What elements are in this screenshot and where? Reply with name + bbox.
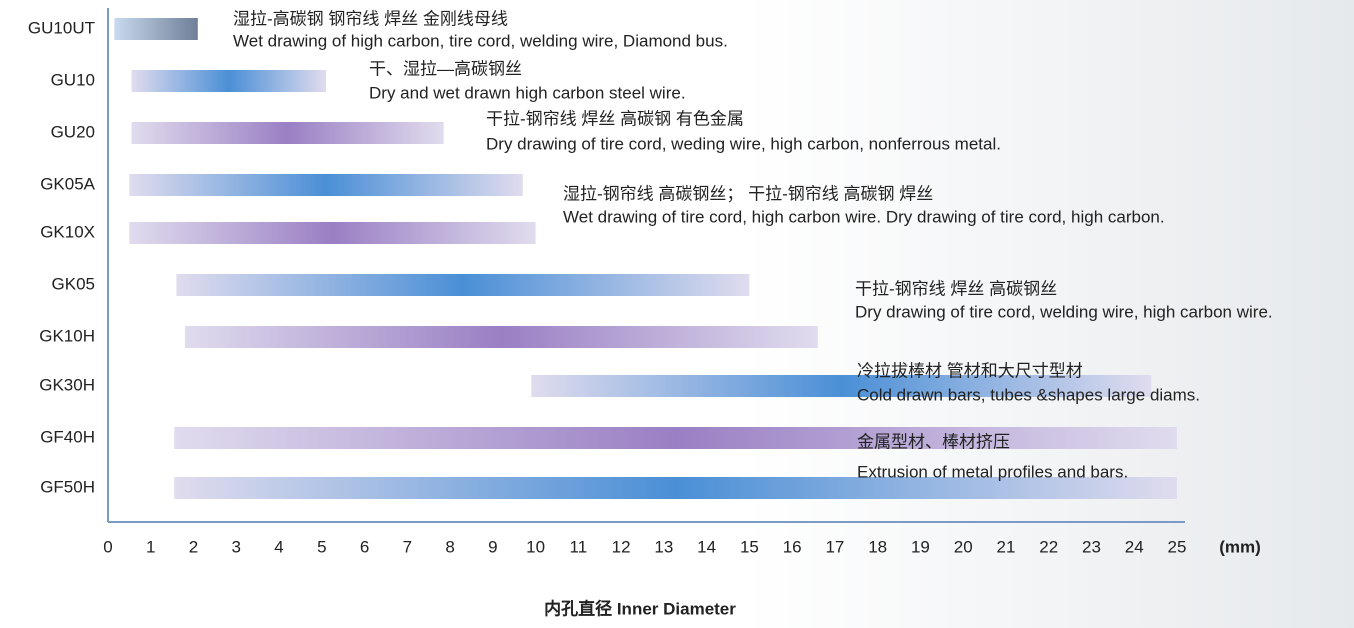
bar: [531, 375, 1152, 397]
annotation-zh: 湿拉-钢帘线 高碳钢丝； 干拉-钢帘线 高碳钢 焊丝: [563, 184, 933, 203]
y-tick-label: GU20: [51, 122, 95, 141]
annotation-zh: 干拉-钢帘线 焊丝 高碳钢 有色金属: [486, 109, 744, 128]
y-tick-label: GK10X: [40, 222, 95, 241]
x-axis-title: 内孔直径 Inner Diameter: [544, 598, 736, 618]
x-tick-label: 20: [954, 537, 973, 556]
bar: [176, 274, 750, 296]
y-tick-label: GK30H: [39, 375, 95, 394]
x-tick-label: 6: [360, 537, 369, 556]
y-tick-label: GU10UT: [28, 18, 95, 37]
x-tick-label: 25: [1168, 537, 1187, 556]
x-tick-label: 12: [612, 537, 631, 556]
y-tick-label: GK10H: [39, 326, 95, 345]
x-tick-label: 22: [1039, 537, 1058, 556]
bar: [131, 70, 327, 92]
bar: [184, 326, 818, 348]
x-tick-label: 1: [146, 537, 155, 556]
annotation-zh: 湿拉-高碳钢 钢帘线 焊丝 金刚线母线: [233, 9, 508, 28]
x-tick-label: 15: [740, 537, 759, 556]
annotation-zh: 金属型材、棒材挤压: [857, 432, 1010, 451]
annotation-en: Wet drawing of tire cord, high carbon wi…: [563, 207, 1165, 226]
annotation-zh: 干、湿拉—高碳钢丝: [369, 59, 522, 78]
bar: [174, 477, 1177, 499]
annotation-en: Extrusion of metal profiles and bars.: [857, 462, 1128, 481]
annotation-zh: 干拉-钢帘线 焊丝 高碳钢丝: [855, 279, 1057, 298]
x-tick-label: 14: [697, 537, 716, 556]
y-tick-label: GK05: [52, 274, 95, 293]
bar: [131, 122, 444, 144]
bar: [174, 427, 1177, 449]
x-tick-label: 5: [317, 537, 326, 556]
x-tick-label: 7: [403, 537, 412, 556]
y-tick-label: GK05A: [40, 174, 95, 193]
x-tick-label: 4: [274, 537, 283, 556]
y-tick-label: GF50H: [40, 477, 95, 496]
x-tick-label: 0: [103, 537, 112, 556]
annotation-en: Wet drawing of high carbon, tire cord, w…: [233, 31, 728, 50]
x-tick-label: 13: [654, 537, 673, 556]
bar: [129, 174, 523, 196]
x-tick-label: 19: [911, 537, 930, 556]
x-tick-label: 24: [1125, 537, 1144, 556]
x-tick-label: 2: [189, 537, 198, 556]
x-tick-label: 18: [868, 537, 887, 556]
annotation-en: Dry and wet drawn high carbon steel wire…: [369, 83, 686, 102]
x-tick-label: 17: [825, 537, 844, 556]
y-tick-label: GU10: [51, 70, 95, 89]
x-tick-label: 21: [996, 537, 1015, 556]
x-unit: (mm): [1219, 537, 1261, 556]
annotation-en: Dry drawing of tire cord, welding wire, …: [855, 302, 1273, 321]
bar: [129, 222, 536, 244]
x-tick-label: 8: [445, 537, 454, 556]
x-tick-label: 11: [570, 537, 588, 556]
annotation-zh: 冷拉拔棒材 管材和大尺寸型材: [857, 361, 1083, 380]
x-tick-label: 3: [232, 537, 241, 556]
bar: [114, 18, 198, 40]
annotation-en: Cold drawn bars, tubes &shapes large dia…: [857, 385, 1200, 404]
annotation-en: Dry drawing of tire cord, weding wire, h…: [486, 134, 1001, 153]
y-tick-label: GF40H: [40, 427, 95, 446]
x-tick-label: 16: [783, 537, 802, 556]
x-tick-label: 23: [1082, 537, 1101, 556]
x-tick-label: 9: [488, 537, 497, 556]
x-tick-label: 10: [526, 537, 545, 556]
